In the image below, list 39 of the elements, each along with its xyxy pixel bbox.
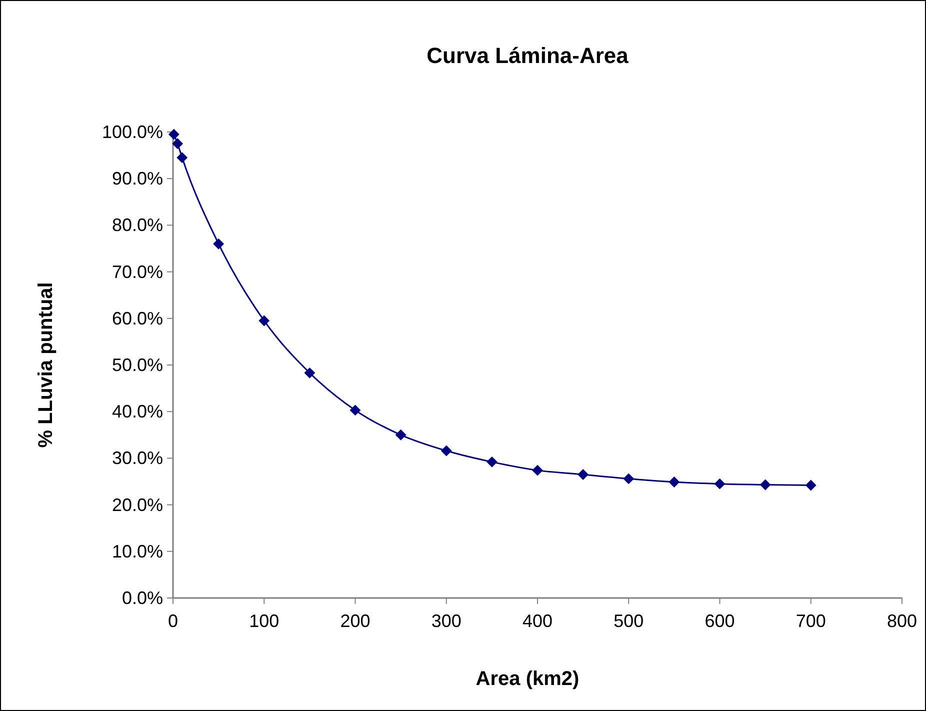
point bbox=[805, 480, 816, 491]
x-tick-label: 700 bbox=[796, 611, 826, 631]
point bbox=[532, 464, 543, 476]
x-tick-label: 500 bbox=[614, 611, 644, 631]
x-axis-title: Area (km2) bbox=[476, 668, 580, 690]
point bbox=[623, 473, 634, 484]
y-tick-label: 100.0% bbox=[102, 122, 163, 142]
point bbox=[258, 315, 270, 326]
chart-title: Curva Lámina-Area bbox=[426, 43, 630, 68]
point bbox=[578, 469, 589, 480]
point bbox=[440, 445, 452, 456]
y-tick-label: 60.0% bbox=[112, 308, 163, 328]
y-tick-label: 30.0% bbox=[112, 448, 163, 468]
y-tick-label: 20.0% bbox=[112, 494, 163, 515]
x-tick-label: 0 bbox=[168, 611, 178, 631]
point bbox=[304, 367, 316, 378]
y-axis-title: % LLuvia puntual bbox=[35, 282, 57, 448]
point bbox=[668, 476, 680, 488]
point bbox=[714, 478, 726, 490]
point bbox=[395, 429, 406, 440]
x-tick-label: 600 bbox=[704, 611, 735, 631]
x-tick-label: 300 bbox=[431, 611, 462, 631]
y-tick-label: 10.0% bbox=[112, 541, 163, 562]
x-tick-label: 800 bbox=[886, 611, 918, 631]
y-tick-label: 80.0% bbox=[112, 215, 163, 236]
point bbox=[172, 138, 184, 150]
x-tick-label: 100 bbox=[249, 611, 280, 631]
point bbox=[176, 152, 188, 164]
point bbox=[486, 456, 498, 468]
y-tick-label: 50.0% bbox=[112, 355, 163, 375]
y-tick-label: 40.0% bbox=[112, 402, 163, 422]
point bbox=[760, 479, 771, 490]
y-tick-label: 0.0% bbox=[122, 588, 163, 608]
y-tick-label: 70.0% bbox=[112, 262, 163, 282]
point bbox=[213, 238, 224, 250]
x-tick-label: 200 bbox=[340, 611, 370, 631]
point bbox=[350, 404, 361, 416]
y-tick-label: 90.0% bbox=[112, 168, 163, 189]
x-tick-label: 400 bbox=[522, 611, 553, 631]
